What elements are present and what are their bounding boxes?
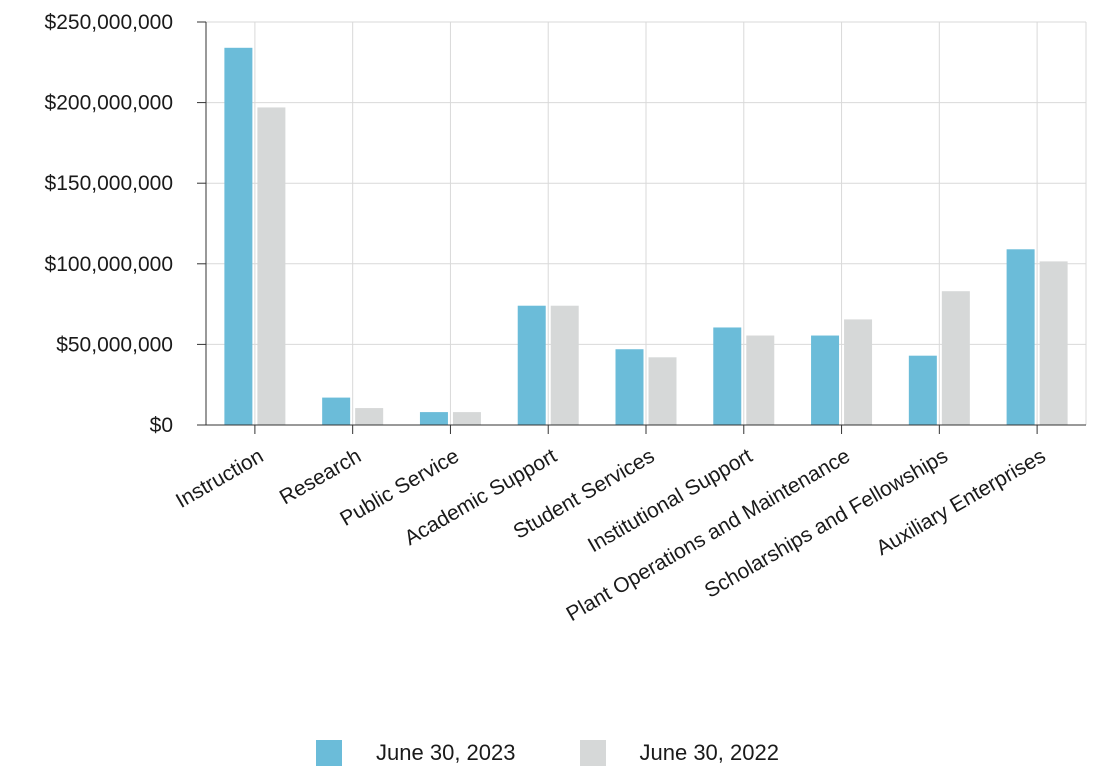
y-tick-label: $50,000,000 (56, 333, 173, 356)
legend-item-2022[interactable]: June 30, 2022 (579, 740, 779, 766)
bar-2022-academic-support[interactable] (550, 305, 579, 425)
x-tick-label: Instruction (172, 444, 267, 512)
y-tick-label: $150,000,000 (45, 172, 173, 195)
bar-2023-public-service[interactable] (419, 412, 448, 425)
bar-2022-student-services[interactable] (648, 357, 677, 425)
legend: June 30, 2023 June 30, 2022 (0, 735, 1095, 771)
bar-2023-student-services[interactable] (615, 349, 644, 425)
x-tick-label: Institutional Support (584, 444, 756, 557)
bar-2023-instruction[interactable] (224, 47, 253, 426)
x-tick-label: Research (276, 444, 365, 509)
legend-swatch-2023 (316, 740, 343, 766)
y-tick-label: $200,000,000 (45, 92, 173, 115)
bar-2023-research[interactable] (322, 397, 351, 425)
x-tick-label: Auxiliary Enterprises (872, 444, 1049, 560)
bar-chart: $0 $50,000,000 $100,000,000 $150,000,000 $20… (45, 11, 1087, 626)
bar-2022-institutional-support[interactable] (746, 335, 775, 425)
legend-label-2022: June 30, 2022 (639, 740, 779, 765)
y-tick-label: $0 (150, 414, 173, 437)
bar-2022-instruction[interactable] (257, 107, 286, 425)
bar-2022-scholarships-and-fellowships[interactable] (941, 291, 970, 425)
legend-item-2023[interactable]: June 30, 2023 (316, 740, 516, 766)
legend-swatch-2022 (579, 740, 606, 766)
bars (224, 47, 1068, 426)
bar-2023-institutional-support[interactable] (713, 327, 742, 425)
bar-2023-auxiliary-enterprises[interactable] (1006, 249, 1035, 425)
y-tick-label: $100,000,000 (45, 253, 173, 276)
bar-2023-scholarships-and-fellowships[interactable] (908, 355, 937, 425)
bar-2023-academic-support[interactable] (517, 305, 546, 425)
bar-2022-auxiliary-enterprises[interactable] (1039, 261, 1068, 425)
bar-2022-public-service[interactable] (452, 412, 481, 425)
axes (197, 21, 1086, 434)
y-tick-label: $250,000,000 (45, 11, 173, 34)
y-axis-tick-labels: $0 $50,000,000 $100,000,000 $150,000,000 $20… (45, 11, 173, 437)
grid-lines (206, 21, 1087, 425)
bar-2022-research[interactable] (355, 408, 384, 425)
bar-2022-plant-operations-and-maintenance[interactable] (844, 319, 873, 425)
bar-2023-plant-operations-and-maintenance[interactable] (811, 335, 840, 425)
legend-label-2023: June 30, 2023 (376, 740, 516, 765)
